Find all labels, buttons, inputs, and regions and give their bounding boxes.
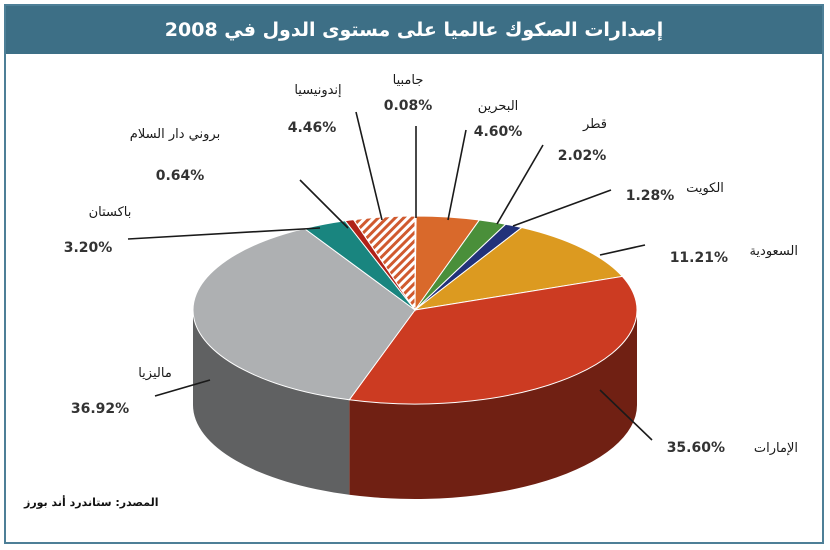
leader-line bbox=[355, 111, 383, 221]
source-note: المصدر: ستاندرد أند بورز bbox=[24, 496, 159, 509]
leader-line bbox=[299, 179, 349, 229]
leader-line bbox=[599, 244, 646, 256]
slice-percent: 0.08% bbox=[384, 98, 433, 114]
slice-label: البحرين bbox=[478, 99, 519, 114]
slice-6 bbox=[192, 227, 416, 401]
slice-label: باكستان bbox=[89, 205, 132, 220]
slice-percent: 11.21% bbox=[670, 250, 728, 266]
slice-label: الكويت bbox=[686, 181, 724, 196]
slice-label: السعودية bbox=[749, 244, 798, 259]
slice-percent: 2.02% bbox=[558, 148, 607, 164]
slice-percent: 36.92% bbox=[71, 401, 129, 417]
slice-4 bbox=[414, 227, 624, 311]
slice-side bbox=[349, 310, 637, 500]
slice-9 bbox=[352, 215, 416, 312]
leader-line bbox=[599, 389, 653, 441]
slice-percent: 3.20% bbox=[64, 240, 113, 256]
slice-label: ماليزيا bbox=[138, 366, 172, 381]
slice-label: الإمارات bbox=[754, 441, 798, 456]
slice-label: قطر bbox=[582, 117, 607, 132]
slice-percent: 0.64% bbox=[156, 168, 205, 184]
leader-line bbox=[127, 227, 321, 240]
slice-percent: 4.46% bbox=[288, 120, 337, 136]
slice-percent: 35.60% bbox=[667, 440, 725, 456]
slice-percent: 1.28% bbox=[626, 188, 675, 204]
slice-label: إندونيسيا bbox=[294, 83, 341, 98]
slice-label: بروني دار السلام bbox=[130, 127, 220, 142]
slice-side bbox=[193, 310, 350, 495]
slice-label: جامبيا bbox=[393, 73, 424, 88]
slice-5 bbox=[348, 275, 638, 405]
leader-line bbox=[447, 129, 467, 221]
chart-title: إصدارات الصكوك عالميا على مستوى الدول في… bbox=[6, 6, 822, 54]
leader-line bbox=[496, 144, 544, 225]
slice-percent: 4.60% bbox=[474, 124, 523, 140]
leader-line bbox=[512, 189, 612, 227]
leader-line bbox=[154, 379, 211, 397]
